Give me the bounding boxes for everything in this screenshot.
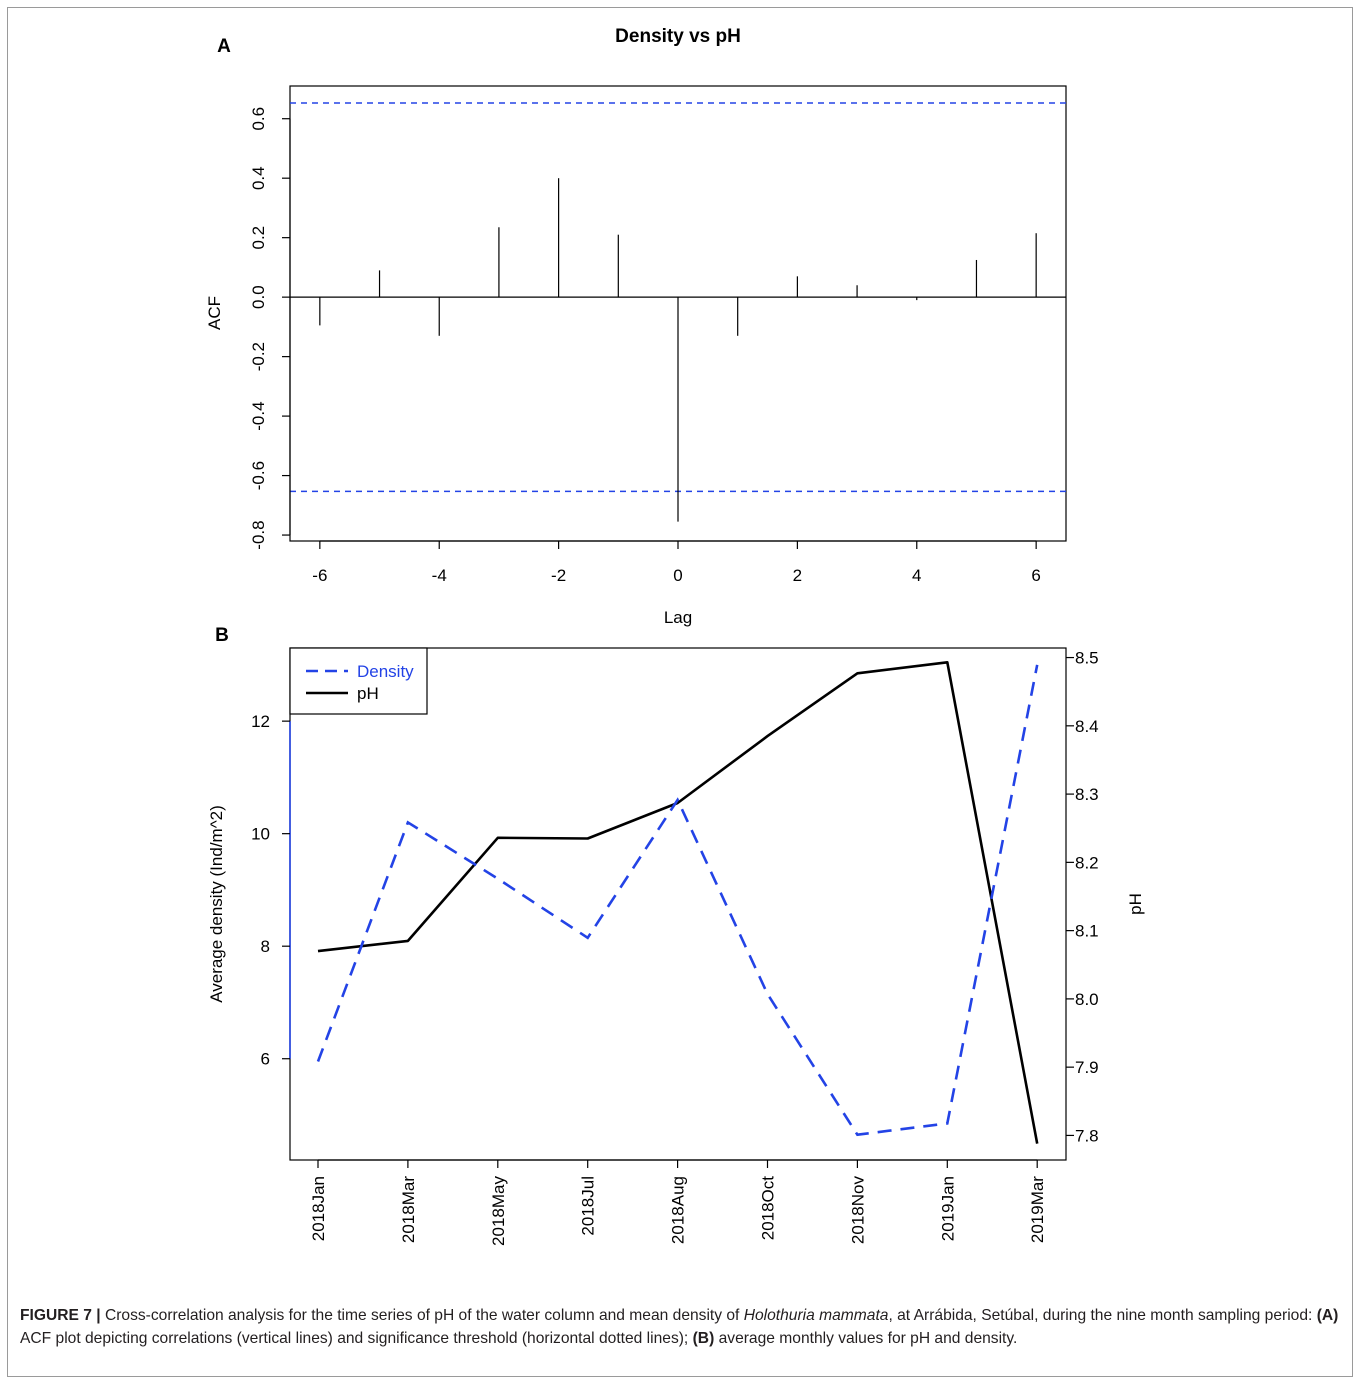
y-axis-label-right: pH	[1126, 893, 1145, 915]
y-tick-label-right: 8.5	[1075, 649, 1099, 668]
figure-frame	[7, 7, 1353, 1377]
plot-frame-b	[289, 647, 1067, 1161]
y-tick-label-left: 12	[251, 712, 270, 731]
y-tick-label-right: 8.4	[1075, 717, 1099, 736]
panel-b: B 6 8 10 12 Average density (Ind/m^2) 7.8 7.9 8.…	[207, 625, 1145, 1246]
x-tick-label-b: 2018Nov	[848, 1176, 867, 1245]
x-tick-label-a: 4	[912, 566, 921, 585]
y-tick-label-a: -0.4	[249, 401, 268, 430]
y-tick-label-right: 8.2	[1075, 853, 1099, 872]
chart-title: Density vs pH	[615, 26, 741, 47]
x-tick-label-b: 2018Aug	[669, 1176, 688, 1244]
x-tick-label-b: 2018Mar	[399, 1176, 418, 1243]
x-axis-label-a: Lag	[664, 608, 692, 627]
caption-b-label: (B)	[692, 1330, 715, 1347]
y-tick-label-right: 7.9	[1075, 1058, 1099, 1077]
y-tick-label-left: 10	[251, 825, 270, 844]
y-tick-label-a: 0.4	[249, 166, 268, 190]
y-tick-label-a: 0.2	[249, 226, 268, 250]
figure-canvas: A Density vs pH -6 -4 -2 0 2 4 6 Lag -0.8 -0.6 -0.4 -…	[205, 26, 1145, 1246]
legend-box	[289, 647, 428, 715]
caption-text-4: average monthly values for pH and densit…	[714, 1330, 1018, 1347]
panel-a-letter: A	[217, 36, 231, 57]
caption-text-3: ACF plot depicting correlations (vertica…	[20, 1330, 693, 1347]
x-tick-label-b: 2018May	[489, 1176, 508, 1246]
x-tick-label-b: 2019Jan	[938, 1176, 957, 1241]
x-tick-label-a: -4	[432, 566, 447, 585]
y-tick-label-a: -0.6	[249, 461, 268, 490]
caption-text-2: , at Arrábida, Setúbal, during the nine …	[888, 1307, 1317, 1324]
x-tick-label-a: -2	[551, 566, 566, 585]
y-tick-label-right: 7.8	[1075, 1126, 1099, 1145]
panel-a: A Density vs pH -6 -4 -2 0 2 4 6 Lag -0.8 -0.6 -0.4 -…	[205, 26, 1067, 627]
y-tick-label-left: 6	[261, 1050, 270, 1069]
x-tick-label-a: 2	[793, 566, 802, 585]
y-tick-label-right: 8.3	[1075, 785, 1099, 804]
y-tick-label-left: 8	[261, 937, 270, 956]
series-line-ph	[317, 660, 1039, 1144]
legend-label-density: Density	[357, 662, 414, 681]
y-tick-label-a: 0.0	[249, 285, 268, 309]
x-tick-label-b: 2018Oct	[759, 1176, 778, 1241]
y-tick-label-a: 0.6	[249, 107, 268, 131]
caption-species: Holothuria mammata	[743, 1307, 889, 1324]
y-tick-label-a: -0.2	[249, 342, 268, 371]
x-tick-label-a: 6	[1031, 566, 1040, 585]
y-tick-label-a: -0.8	[249, 520, 268, 549]
y-tick-label-right: 8.0	[1075, 990, 1099, 1009]
y-axis-label-left: Average density (Ind/m^2)	[207, 805, 226, 1003]
x-tick-label-a: 0	[673, 566, 682, 585]
legend-label-ph: pH	[357, 684, 379, 703]
y-tick-label-right: 8.1	[1075, 922, 1099, 941]
figure-caption: FIGURE 7 | Cross-correlation analysis fo…	[20, 1304, 1340, 1350]
series-line-density	[316, 664, 1039, 1137]
x-tick-label-b: 2018Jan	[309, 1176, 328, 1241]
caption-text-1: Cross-correlation analysis for the time …	[100, 1307, 744, 1324]
x-tick-label-a: -6	[312, 566, 327, 585]
y-axis-label-a: ACF	[205, 296, 224, 330]
panel-b-letter: B	[215, 625, 229, 646]
x-tick-label-b: 2019Mar	[1028, 1176, 1047, 1243]
caption-a-label: (A)	[1316, 1307, 1339, 1324]
x-tick-label-b: 2018Jul	[579, 1176, 598, 1236]
caption-label: FIGURE 7 |	[20, 1307, 101, 1324]
